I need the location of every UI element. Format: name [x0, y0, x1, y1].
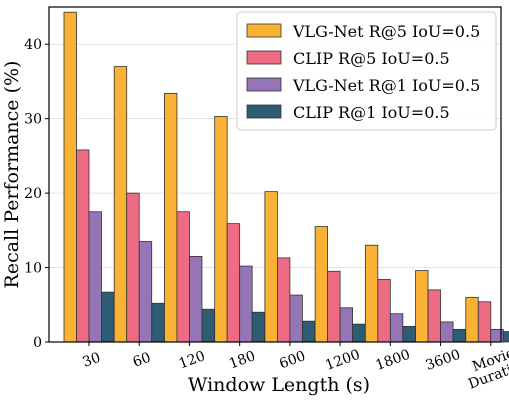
x-tick-label: 120	[177, 348, 208, 372]
y-tick-label: 20	[24, 186, 42, 202]
bar-2-120	[176, 211, 190, 343]
bar-1-3600	[415, 270, 429, 343]
bar-1-30	[63, 11, 77, 343]
bar-1-1800	[364, 244, 379, 343]
bar-2-30	[76, 149, 90, 343]
bar-3-3600	[440, 321, 454, 343]
legend-label: CLIP R@1 IoU=0.5	[293, 103, 450, 122]
x-tick-label: 30	[81, 350, 103, 371]
bar-4-120	[201, 308, 215, 343]
bar-2-600	[276, 257, 291, 343]
bar-3-30	[88, 211, 102, 343]
bar-2-180	[226, 223, 241, 343]
bar-3-180	[239, 265, 253, 343]
bar-3-60	[138, 241, 153, 343]
legend-box	[236, 11, 497, 131]
legend-label: VLG-Net R@1 IoU=0.5	[292, 76, 480, 95]
legend: VLG-Net R@5 IoU=0.5 CLIP R@5 IoU=0.5 VLG-N…	[236, 11, 497, 131]
bar-4-1200	[352, 323, 366, 343]
legend-swatch	[246, 50, 282, 65]
legend-swatch	[246, 23, 282, 38]
legend-swatch	[246, 104, 282, 119]
legend-swatch	[246, 77, 282, 92]
bar-2-1800	[377, 279, 391, 343]
bar-1-60	[113, 66, 128, 343]
bar-3-600	[289, 294, 303, 343]
y-tick-label: 10	[24, 261, 42, 277]
legend-label: VLG-Net R@5 IoU=0.5	[292, 22, 480, 41]
x-tick-label: 600	[277, 348, 308, 372]
x-axis-title: Window Length (s)	[188, 374, 370, 396]
bar-2-1200	[327, 270, 341, 343]
x-tick-label: 1200	[323, 347, 362, 374]
bar-4-1800	[402, 325, 416, 343]
bar-3-120	[189, 255, 203, 343]
bar-4-180	[251, 311, 266, 343]
bar-4-3600	[452, 328, 466, 343]
bar-4-600	[301, 320, 316, 343]
bar-1-movie-duration	[465, 296, 479, 343]
x-tick-label: 60	[131, 350, 153, 371]
x-tick-label: MovieDuration	[461, 342, 509, 393]
y-tick-label: 30	[24, 112, 42, 128]
bar-2-movie-duration	[477, 301, 492, 343]
y-tick-label: 40	[24, 37, 42, 53]
y-tick-label: 0	[33, 335, 42, 351]
bar-1-600	[264, 191, 278, 343]
bar-3-1800	[389, 313, 404, 343]
bar-1-120	[164, 92, 178, 343]
bar-2-60	[126, 192, 140, 343]
legend-label: CLIP R@5 IoU=0.5	[293, 49, 450, 68]
x-tick-label: 1800	[373, 347, 412, 374]
bar-1-1200	[314, 226, 329, 343]
bar-4-movie-duration	[502, 331, 509, 343]
bar-3-1200	[339, 307, 354, 343]
bar-4-30	[101, 291, 115, 343]
bar-2-3600	[427, 289, 441, 343]
bar-1-180	[214, 116, 228, 343]
axes: 0 10 20 30 40 30 60 120 180 600 1200 1800 3600 MovieD…	[1, 6, 509, 396]
x-tick-label: 180	[227, 348, 258, 372]
bar-4-60	[151, 302, 165, 343]
plot-frame	[48, 6, 502, 343]
y-axis-title: Recall Performance (%)	[1, 61, 23, 289]
x-tick-label: 3600	[424, 347, 463, 374]
